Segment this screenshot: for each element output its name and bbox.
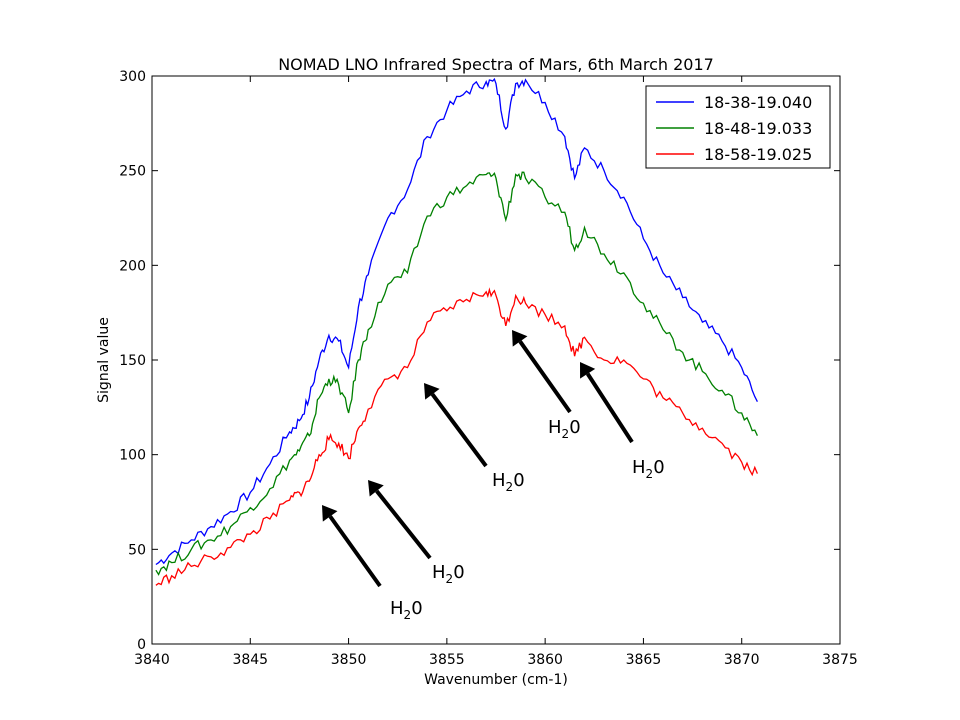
legend-label-1: 18-38-19.040 [704, 93, 812, 112]
series-layer [155, 77, 758, 586]
x-tick-label: 3845 [232, 652, 268, 668]
y-tick-label: 100 [119, 448, 146, 464]
annotation-arrow [375, 489, 432, 560]
legend-label-3: 18-58-19.025 [704, 145, 812, 164]
series-line-1 [155, 77, 758, 566]
annotation-arrow [430, 393, 488, 468]
x-tick-label: 3850 [331, 652, 367, 668]
annotation-label: H20 [632, 457, 665, 481]
x-tick-label: 3865 [626, 652, 662, 668]
x-tick-label: 3855 [429, 652, 465, 668]
annotation-arrow-head [512, 330, 528, 347]
chart-title: NOMAD LNO Infrared Spectra of Mars, 6th … [278, 55, 714, 74]
y-tick-label: 150 [119, 353, 146, 369]
legend-label-2: 18-48-19.033 [704, 119, 812, 138]
series-line-2 [155, 171, 758, 576]
annotation-arrow-head [322, 505, 338, 522]
annotation-layer: H20 H20 H20 H20 H20 [322, 330, 665, 622]
annotation-arrow [585, 372, 634, 444]
x-axis-label: Wavenumber (cm-1) [424, 672, 568, 688]
x-tick-label: 3875 [822, 652, 858, 668]
annotation-label: H20 [432, 562, 465, 586]
annotation-arrow-head [580, 362, 596, 379]
y-tick-label: 200 [119, 258, 146, 274]
y-tick-label: 50 [128, 542, 146, 558]
annotation-arrow-head [368, 480, 384, 497]
annotation-label: H20 [548, 417, 581, 441]
annotation-arrow [518, 340, 572, 414]
y-tick-label: 0 [137, 637, 146, 653]
x-axis-ticks: 3840 3845 3850 3855 3860 3865 3870 3875 [134, 76, 858, 668]
annotation-label: H20 [492, 470, 525, 494]
x-tick-label: 3870 [724, 652, 760, 668]
x-tick-label: 3840 [134, 652, 170, 668]
y-tick-label: 250 [119, 164, 146, 180]
y-tick-label: 300 [119, 69, 146, 85]
y-axis-label: Signal value [96, 317, 112, 403]
y-axis-ticks: 0 50 100 150 200 250 300 [119, 69, 840, 653]
annotation-label: H20 [390, 598, 423, 622]
annotation-arrow-head [424, 383, 440, 400]
series-line-3 [155, 287, 758, 586]
annotation-arrow [328, 515, 382, 588]
legend: 18-38-19.040 18-48-19.033 18-58-19.025 [645, 85, 831, 169]
x-tick-label: 3860 [527, 652, 563, 668]
